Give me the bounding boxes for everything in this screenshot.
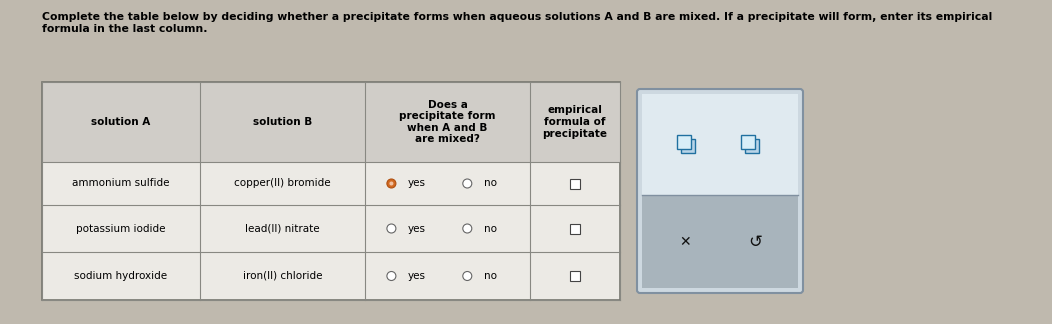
Circle shape [387, 224, 396, 233]
FancyBboxPatch shape [42, 82, 620, 300]
Text: Does a
precipitate form
when A and B
are mixed?: Does a precipitate form when A and B are… [400, 99, 495, 145]
Circle shape [389, 181, 393, 186]
Circle shape [387, 272, 396, 281]
Text: sodium hydroxide: sodium hydroxide [75, 271, 167, 281]
Text: yes: yes [408, 224, 426, 234]
Text: iron(II) chloride: iron(II) chloride [243, 271, 322, 281]
Text: no: no [484, 179, 497, 189]
FancyBboxPatch shape [741, 134, 754, 148]
Circle shape [463, 272, 471, 281]
FancyBboxPatch shape [570, 271, 580, 281]
Text: no: no [484, 271, 497, 281]
Circle shape [463, 224, 471, 233]
FancyBboxPatch shape [745, 138, 758, 153]
Text: lead(II) nitrate: lead(II) nitrate [245, 224, 320, 234]
FancyBboxPatch shape [642, 195, 798, 288]
Text: no: no [484, 224, 497, 234]
FancyBboxPatch shape [42, 82, 620, 162]
FancyBboxPatch shape [570, 179, 580, 189]
Text: yes: yes [408, 179, 426, 189]
Circle shape [387, 179, 396, 188]
FancyBboxPatch shape [681, 138, 694, 153]
Circle shape [463, 179, 471, 188]
Text: empirical
formula of
precipitate: empirical formula of precipitate [543, 105, 607, 139]
FancyBboxPatch shape [642, 94, 798, 195]
Text: ammonium sulfide: ammonium sulfide [73, 179, 169, 189]
Text: Complete the table below by deciding whether a precipitate forms when aqueous so: Complete the table below by deciding whe… [42, 12, 992, 34]
Text: ↺: ↺ [748, 234, 762, 251]
Text: solution B: solution B [252, 117, 312, 127]
Text: potassium iodide: potassium iodide [76, 224, 166, 234]
Text: yes: yes [408, 271, 426, 281]
Text: copper(II) bromide: copper(II) bromide [235, 179, 330, 189]
FancyBboxPatch shape [570, 224, 580, 234]
Text: ✕: ✕ [679, 236, 690, 249]
Text: solution A: solution A [92, 117, 150, 127]
FancyBboxPatch shape [638, 89, 803, 293]
FancyBboxPatch shape [676, 134, 691, 148]
